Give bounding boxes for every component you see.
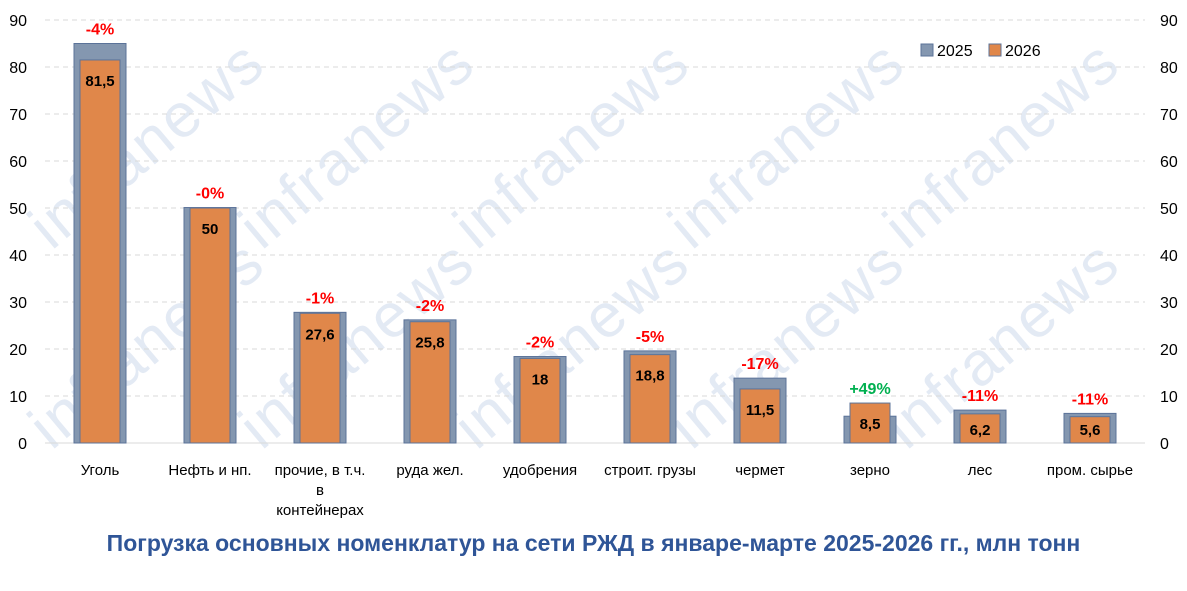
y-axis-right: 0 10 20 30 40 50 60 70 80 90: [1160, 13, 1178, 453]
bar-2026: [959, 413, 1001, 444]
change-label: -17%: [741, 356, 778, 373]
value-label: 5,6: [1080, 422, 1101, 439]
bar-2026: [519, 357, 561, 444]
y-axis-left: 0 10 20 30 40 50 60 70 80 90: [9, 13, 27, 453]
x-tick-label: удобрения: [503, 462, 577, 479]
watermark-text: infranews: [871, 27, 1132, 262]
y-tick-label-right: 90: [1160, 13, 1178, 30]
y-tick-label-right: 60: [1160, 154, 1178, 171]
y-tick-label-left: 50: [9, 201, 27, 218]
y-tick-label-right: 40: [1160, 248, 1178, 265]
y-tick-label-left: 60: [9, 154, 27, 171]
y-tick-label-right: 80: [1160, 60, 1178, 77]
bar-2026: [739, 388, 781, 444]
change-label: -0%: [196, 186, 224, 203]
bar-2026: [849, 402, 891, 444]
bars: [73, 43, 1117, 444]
change-label: -11%: [962, 388, 998, 405]
bar-2026: [79, 59, 121, 444]
bar-labels: 81,5 -4% 50 -0% 27,6 -1% 25,8 -2% 18 -2% 18,8 -5% 11…: [85, 22, 1108, 440]
y-tick-label-left: 20: [9, 342, 27, 359]
x-axis-categories: Уголь Нефть и нп. прочие, в т.ч. в контейнер…: [81, 462, 1133, 519]
change-label: -11%: [1072, 391, 1108, 408]
value-label: 18,8: [635, 368, 664, 385]
y-tick-label-left: 80: [9, 60, 27, 77]
legend-label-2026: 2026: [1005, 43, 1041, 60]
watermark-text: infranews: [16, 227, 277, 462]
y-tick-label-left: 10: [9, 389, 27, 406]
bar-2026: [409, 321, 451, 444]
y-tick-label-left: 0: [18, 436, 27, 453]
y-tick-label-left: 70: [9, 107, 27, 124]
y-tick-label-left: 30: [9, 295, 27, 312]
watermark-text: infranews: [656, 27, 917, 262]
change-label: +49%: [849, 381, 890, 398]
y-tick-label-right: 10: [1160, 389, 1178, 406]
change-label: -1%: [306, 290, 334, 307]
value-label: 18: [532, 371, 549, 388]
legend: 2025 2026: [920, 43, 1041, 60]
x-tick-label: зерно: [850, 462, 890, 479]
bar-2026: [629, 354, 671, 444]
change-label: -4%: [86, 22, 114, 39]
watermark-text: infranews: [226, 27, 487, 262]
change-label: -2%: [416, 298, 444, 315]
x-tick-label: Нефть и нп.: [168, 462, 251, 479]
x-tick-label: чермет: [735, 462, 785, 479]
legend-swatch-2026: [988, 43, 1002, 57]
bar-2026: [299, 312, 341, 444]
x-tick-label: прочие, в т.ч. в контейнерах: [275, 462, 366, 519]
y-tick-label-right: 20: [1160, 342, 1178, 359]
bar-2026: [1069, 416, 1111, 444]
y-tick-label-right: 70: [1160, 107, 1178, 124]
watermark-text: infranews: [441, 27, 702, 262]
value-label: 11,5: [746, 402, 774, 419]
value-label: 6,2: [970, 422, 991, 439]
x-tick-label: строит. грузы: [604, 462, 696, 479]
x-tick-label: руда жел.: [396, 462, 463, 479]
change-label: -2%: [526, 335, 554, 352]
value-label: 81,5: [85, 73, 114, 90]
chart-title: Погрузка основных номенклатур на сети РЖ…: [106, 530, 1081, 556]
legend-swatch-2025: [920, 43, 934, 57]
y-tick-label-left: 40: [9, 248, 27, 265]
y-tick-label-right: 50: [1160, 201, 1178, 218]
value-label: 25,8: [415, 335, 444, 352]
y-tick-label-left: 90: [9, 13, 27, 30]
value-label: 27,6: [305, 326, 334, 343]
x-tick-label: лес: [968, 462, 993, 479]
value-label: 50: [202, 221, 219, 238]
legend-label-2025: 2025: [937, 43, 973, 60]
watermark-text: infranews: [16, 27, 277, 262]
y-tick-label-right: 30: [1160, 295, 1178, 312]
x-tick-label: Уголь: [81, 462, 120, 479]
y-tick-label-right: 0: [1160, 436, 1169, 453]
change-label: -5%: [636, 329, 664, 346]
bar-2026: [189, 207, 231, 444]
x-tick-label: пром. сырье: [1047, 462, 1133, 479]
value-label: 8,5: [860, 416, 881, 433]
